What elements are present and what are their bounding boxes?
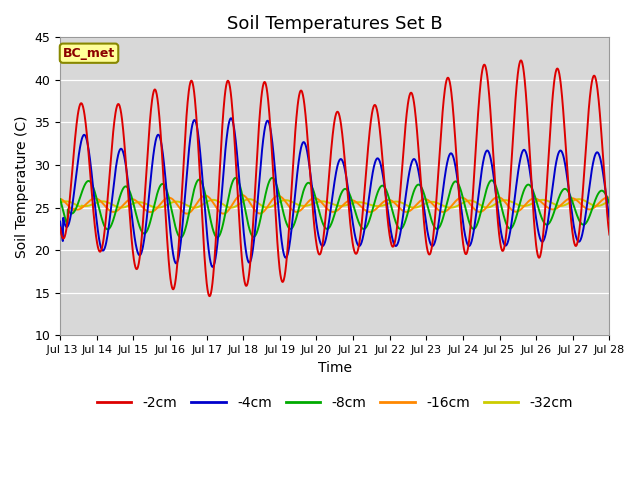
-8cm [177,235,184,240]
-4cm [179,225,186,230]
Line: -16cm: -16cm [60,195,609,214]
-4cm [209,264,217,270]
-16cm [605,195,613,201]
-32cm [605,198,613,204]
-8cm [179,233,186,239]
Title: Soil Temperatures Set B: Soil Temperatures Set B [227,15,443,33]
-4cm [493,195,500,201]
-2cm [56,225,64,230]
-16cm [241,193,248,199]
-16cm [493,194,500,200]
-8cm [165,195,173,201]
Y-axis label: Soil Temperature (C): Soil Temperature (C) [15,115,29,258]
-2cm [240,276,248,282]
-2cm [517,58,525,63]
-32cm [575,196,582,202]
-4cm [241,237,248,242]
-32cm [541,197,548,203]
-32cm [56,200,64,205]
-8cm [605,200,613,206]
-4cm [165,214,173,219]
-16cm [421,196,429,202]
-32cm [492,201,500,206]
-2cm [420,222,428,228]
-4cm [541,234,548,240]
-32cm [166,201,173,206]
X-axis label: Time: Time [318,360,352,375]
-2cm [492,194,500,200]
Line: -4cm: -4cm [60,118,609,267]
-8cm [541,221,548,227]
-4cm [605,216,613,222]
-16cm [183,211,191,216]
-32cm [117,205,125,211]
-4cm [227,115,235,121]
Text: BC_met: BC_met [63,47,115,60]
-8cm [421,193,429,199]
-4cm [421,210,429,216]
-8cm [232,175,239,181]
-16cm [238,192,246,198]
Line: -2cm: -2cm [60,60,609,296]
-4cm [56,219,64,225]
-16cm [541,203,548,208]
-2cm [165,261,173,266]
-16cm [179,208,186,214]
-8cm [56,196,64,202]
-2cm [541,211,548,216]
-8cm [241,204,248,209]
-16cm [165,195,173,201]
Line: -8cm: -8cm [60,178,609,238]
-32cm [240,198,248,204]
-32cm [420,201,428,207]
-2cm [205,293,213,299]
Line: -32cm: -32cm [60,199,609,208]
-16cm [56,196,64,202]
-2cm [179,182,186,188]
-2cm [605,232,613,238]
Legend: -2cm, -4cm, -8cm, -16cm, -32cm: -2cm, -4cm, -8cm, -16cm, -32cm [91,390,579,415]
-32cm [179,200,186,206]
-8cm [493,185,500,191]
